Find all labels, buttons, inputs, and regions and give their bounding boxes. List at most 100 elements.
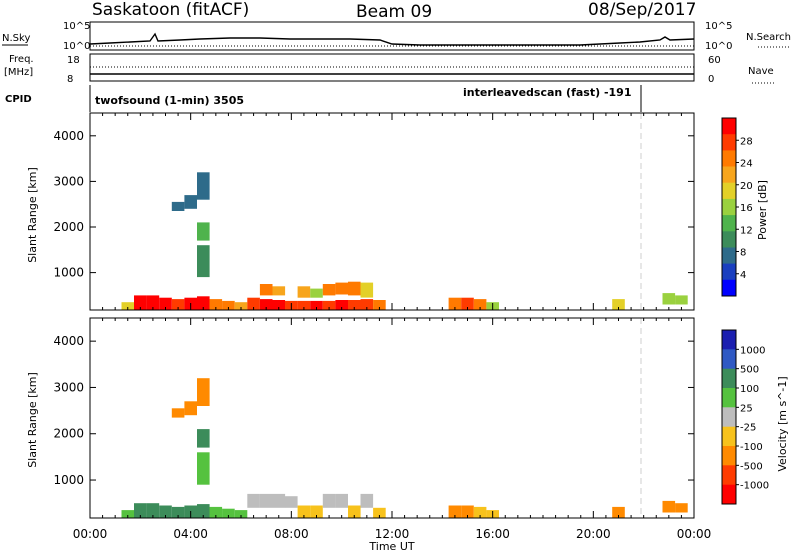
velocity-colorbar-swatch: [722, 465, 736, 486]
velocity-cell: [197, 452, 210, 485]
power-cell: [259, 299, 273, 310]
velocity-colorbar-swatch: [722, 407, 736, 428]
power-cell: [146, 295, 160, 310]
power-cell: [197, 296, 210, 310]
nsky-tick-bottom: 10^0: [63, 41, 90, 52]
power-colorbar-tick-label: 24: [740, 159, 753, 170]
velocity-ytick-label: 1000: [53, 473, 84, 487]
velocity-cell: [171, 408, 185, 418]
velocity-ytick-label: 4000: [53, 334, 84, 348]
power-cell: [322, 300, 336, 310]
cpid-label: CPID: [5, 94, 32, 105]
station-title: Saskatoon (fitACF): [92, 0, 249, 20]
nave-tick-bottom: 0: [708, 74, 714, 85]
velocity-colorbar-swatch: [722, 426, 736, 447]
time-xtick-label: 12:00: [375, 527, 410, 541]
velocity-cell: [348, 505, 361, 518]
power-colorbar-tick-label: 12: [740, 225, 753, 236]
velocity-colorbar-tick-label: 100: [740, 384, 759, 395]
power-cell: [448, 297, 462, 310]
velocity-cell: [134, 503, 147, 518]
velocity-colorbar-label: Velocity [m s^-1]: [776, 376, 789, 471]
power-cell: [171, 201, 185, 211]
freq-unit: [MHz]: [4, 67, 33, 78]
velocity-cell: [373, 507, 386, 518]
power-cell: [360, 299, 374, 310]
power-cell: [159, 297, 172, 310]
power-cell: [335, 300, 348, 310]
power-ytick-label: 4000: [53, 129, 84, 143]
time-x-axis: 00:00 04:00 08:00 12:00 16:00 20:00 00:00: [73, 527, 712, 541]
nave-label: Nave: [748, 66, 774, 77]
velocity-cell: [612, 506, 625, 518]
power-cell: [121, 302, 135, 310]
power-cell: [675, 295, 688, 305]
velocity-ytick-label: 3000: [53, 380, 84, 394]
power-colorbar-swatch: [722, 263, 736, 281]
nsearch-tick-bottom: 10^0: [705, 41, 732, 52]
power-cell: [272, 286, 286, 296]
velocity-cell: [360, 493, 374, 508]
power-colorbar-tick-label: 4: [740, 270, 746, 281]
velocity-colorbar-tick-label: -1000: [740, 481, 769, 492]
nsky-tick-top: 10^5: [63, 21, 90, 32]
power-cell: [322, 284, 336, 296]
velocity-colorbar: 1000 500 100 25 -25 -100 -500 -1000: [721, 329, 769, 505]
velocity-cell: [146, 503, 160, 518]
power-cell: [461, 297, 474, 310]
cpid-program-1: twofsound (1-min) 3505: [95, 94, 244, 107]
power-colorbar-swatch: [722, 182, 736, 200]
power-cell: [373, 300, 386, 310]
velocity-cell: [159, 505, 172, 518]
power-colorbar-swatch: [722, 150, 736, 168]
power-colorbar-tick-label: 28: [740, 136, 753, 147]
velocity-cell: [675, 503, 688, 513]
power-colorbar-tick-label: 16: [740, 203, 753, 214]
power-colorbar-swatch: [722, 198, 736, 216]
velocity-colorbar-swatch: [722, 349, 736, 370]
power-panel: 1000 2000 3000 4000 Slant Range [km] 28 24 20…: [26, 112, 769, 311]
velocity-cell: [461, 505, 474, 518]
power-cell: [310, 300, 323, 310]
power-cell: [197, 222, 210, 241]
nsky-panel-frame: [89, 21, 695, 51]
beam-title: Beam 09: [356, 2, 432, 22]
power-y-axis: 1000 2000 3000 4000: [53, 113, 695, 310]
velocity-cell: [335, 493, 348, 508]
velocity-colorbar-tick-label: -500: [740, 461, 763, 472]
nsearch-label: N.Search: [746, 32, 791, 43]
time-xtick-label: 20:00: [576, 527, 611, 541]
velocity-colorbar-swatch: [722, 368, 736, 389]
power-cell: [259, 284, 273, 296]
velocity-cell: [272, 493, 286, 508]
power-ytick-label: 1000: [53, 266, 84, 280]
velocity-cell: [197, 378, 210, 406]
power-cell: [310, 288, 323, 298]
velocity-cell: [184, 401, 197, 416]
velocity-cell: [473, 506, 487, 518]
power-cell: [209, 299, 223, 310]
velocity-colorbar-swatch: [722, 446, 736, 466]
velocity-colorbar-tick-label: 25: [740, 403, 753, 414]
velocity-ytick-label: 2000: [53, 427, 84, 441]
velocity-cell: [322, 493, 336, 508]
velocity-colorbar-frame: [721, 329, 737, 505]
velocity-cell: [209, 506, 223, 518]
velocity-colorbar-swatch: [722, 388, 736, 408]
power-cell: [297, 286, 311, 298]
power-cell: [134, 295, 147, 310]
velocity-cell: [234, 510, 248, 518]
velocity-cell: [247, 493, 260, 508]
time-xtick-label: 04:00: [173, 527, 208, 541]
power-cell: [234, 302, 248, 310]
velocity-ylabel: Slant Range [km]: [26, 372, 39, 468]
velocity-cell: [197, 429, 210, 448]
velocity-cell: [222, 508, 235, 518]
time-xlabel: Time UT: [368, 540, 414, 553]
velocity-cell: [285, 496, 298, 508]
velocity-cell: [171, 506, 185, 518]
velocity-cell: [662, 500, 676, 513]
power-cell: [662, 293, 676, 305]
